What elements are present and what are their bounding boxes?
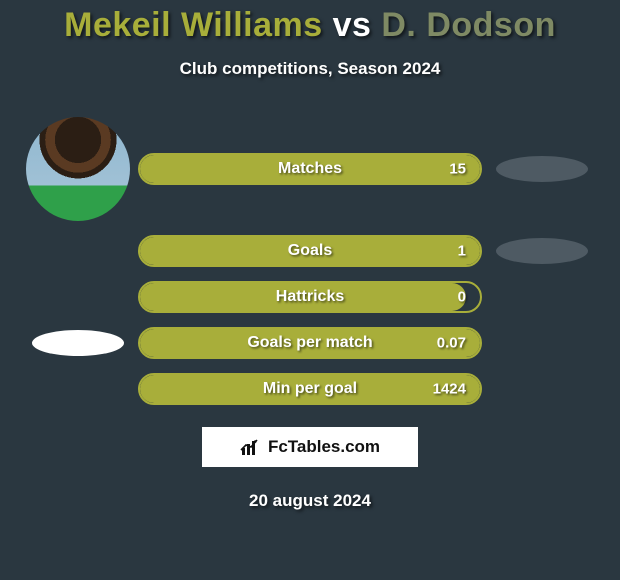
stat-value: 1 — [458, 243, 466, 260]
right-slot — [482, 156, 602, 182]
stat-bar: Min per goal 1424 — [138, 373, 482, 405]
stat-label: Min per goal — [263, 380, 357, 398]
date-text: 20 august 2024 — [0, 491, 620, 511]
subtitle: Club competitions, Season 2024 — [0, 59, 620, 79]
value-pill-left — [32, 330, 124, 356]
stat-row: Min per goal 1424 — [0, 373, 620, 405]
stat-label: Hattricks — [276, 288, 344, 306]
right-slot — [482, 238, 602, 264]
value-pill-right — [496, 238, 588, 264]
stat-row: Goals 1 — [0, 235, 620, 267]
stat-bar: Matches 15 — [138, 153, 482, 185]
player-avatar — [26, 117, 130, 221]
stat-bar: Goals per match 0.07 — [138, 327, 482, 359]
stat-row: Matches 15 — [0, 117, 620, 221]
stat-label: Goals — [288, 242, 332, 260]
comparison-card: Mekeil Williams vs D. Dodson Club compet… — [0, 0, 620, 511]
chart-icon — [240, 438, 262, 456]
stat-bar: Hattricks 0 — [138, 281, 482, 313]
stat-value: 0 — [458, 289, 466, 306]
logo-box[interactable]: FcTables.com — [202, 427, 418, 467]
stat-value: 15 — [449, 161, 466, 178]
stat-bar: Goals 1 — [138, 235, 482, 267]
stat-value: 1424 — [433, 381, 466, 398]
title-player1: Mekeil Williams — [64, 6, 323, 44]
stat-row: Hattricks 0 — [0, 281, 620, 313]
stat-label: Matches — [278, 160, 342, 178]
title-vs: vs — [333, 6, 372, 44]
stats-rows: Matches 15 Goals 1 Hattricks 0 Goals per match… — [0, 117, 620, 405]
left-slot — [18, 330, 138, 356]
value-pill-right — [496, 156, 588, 182]
left-slot — [18, 117, 138, 221]
stat-row: Goals per match 0.07 — [0, 327, 620, 359]
logo-text: FcTables.com — [268, 437, 380, 457]
stat-label: Goals per match — [247, 334, 372, 352]
title-player2: D. Dodson — [381, 6, 555, 44]
page-title: Mekeil Williams vs D. Dodson — [0, 6, 620, 45]
stat-value: 0.07 — [437, 335, 466, 352]
